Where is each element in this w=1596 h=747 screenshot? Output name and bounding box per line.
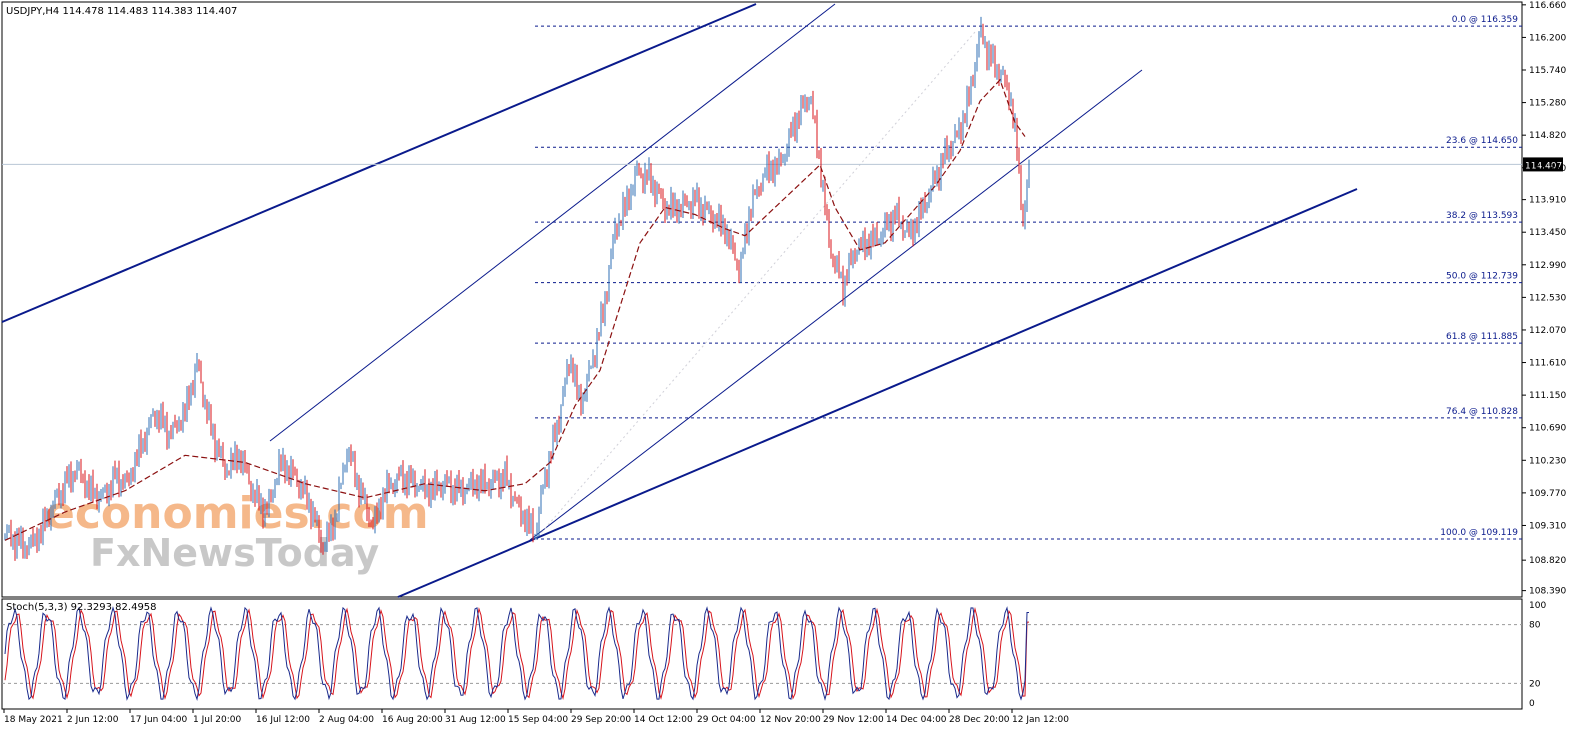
price-tick-label: 112.530 [1529,293,1566,303]
stoch-tick-label: 80 [1529,621,1541,631]
stoch-tick-label: 100 [1529,601,1546,611]
stoch-tick-label: 20 [1529,679,1541,689]
price-tick-label: 116.200 [1529,33,1566,43]
moving-average [4,78,1026,541]
price-tick-label: 115.740 [1529,66,1566,76]
trendline [1,3,757,323]
current-price-box [1523,157,1563,172]
moving-average-line [4,78,1026,541]
price-tick-label: 114.360 [1529,164,1566,174]
stoch-tick-label: 0 [1529,699,1535,709]
price-tick-label: 110.690 [1529,424,1566,434]
trendline [269,3,836,442]
watermark: economies.com FxNewsToday [45,488,429,575]
fib-label: 38.2 @ 113.593 [1446,211,1518,221]
stochastic-title: Stoch(5,3,3) 92.3293 82.4958 [6,602,157,613]
price-tick-label: 116.660 [1529,1,1566,11]
fib-label: 76.4 @ 110.828 [1446,407,1518,417]
price-tick-label: 111.150 [1529,391,1566,401]
watermark-fxnewstoday: FxNewsToday [90,531,379,575]
time-tick-label: 31 Aug 12:00 [445,715,506,725]
fib-anchor-line [534,31,976,541]
time-tick-label: 29 Nov 12:00 [823,715,884,725]
time-tick-label: 28 Dec 20:00 [949,715,1010,725]
price-tick-label: 112.070 [1529,326,1566,336]
time-tick-label: 18 May 2021 [4,715,63,725]
chart-title: USDJPY,H4 114.478 114.483 114.383 114.40… [6,6,237,17]
stochastic-oscillator [2,606,1522,702]
fibonacci-levels: 0.0 @ 116.359 23.6 @ 114.650 38.2 @ 113.59… [535,15,1522,540]
time-tick-label: 12 Jan 12:00 [1012,715,1069,725]
trendline [529,69,1143,541]
time-tick-label: 16 Jul 12:00 [256,715,310,725]
price-tick-label: 111.610 [1529,359,1566,369]
fib-label: 61.8 @ 111.885 [1446,332,1518,342]
stoch-main-line [4,606,1029,702]
price-tick-label: 109.310 [1529,521,1566,531]
price-tick-label: 114.820 [1529,131,1566,141]
time-tick-label: 17 Jun 04:00 [130,715,187,725]
time-tick-label: 14 Dec 04:00 [886,715,947,725]
price-tick-label: 108.390 [1529,587,1566,597]
price-tick-label: 115.280 [1529,99,1566,109]
price-tick-label: 110.230 [1529,456,1566,466]
time-tick-label: 29 Sep 20:00 [571,715,631,725]
fib-label: 100.0 @ 109.119 [1440,528,1518,538]
fib-label: 23.6 @ 114.650 [1446,136,1518,146]
time-tick-label: 29 Oct 04:00 [697,715,756,725]
time-tick-label: 14 Oct 12:00 [634,715,693,725]
trendline [397,188,1358,598]
price-tick-label: 113.450 [1529,228,1566,238]
time-tick-label: 16 Aug 20:00 [382,715,443,725]
price-tick-label: 113.910 [1529,196,1566,206]
current-price-label: 114.407 [1525,161,1562,171]
current-price-line: 114.407 [2,157,1563,172]
time-tick-label: 1 Jul 20:00 [193,715,242,725]
stochastic-panel [1,598,1523,710]
time-tick-label: 15 Sep 04:00 [508,715,568,725]
fib-label: 50.0 @ 112.739 [1446,272,1518,282]
price-tick-label: 109.770 [1529,489,1566,499]
time-axis: 18 May 2021 2 Jun 12:00 17 Jun 04:00 1 Jul … [3,709,1069,725]
price-axis: 116.660 116.200 115.740 115.280 114.820 114.3… [1522,1,1566,597]
time-tick-label: 2 Aug 04:00 [319,715,374,725]
price-tick-label: 108.820 [1529,556,1566,566]
time-tick-label: 2 Jun 12:00 [67,715,119,725]
time-tick-label: 12 Nov 20:00 [760,715,821,725]
price-tick-label: 112.990 [1529,261,1566,271]
price-series [4,16,1030,561]
trendlines [1,3,1358,598]
stochastic-axis: 100 80 20 0 [1529,601,1546,709]
fib-label: 0.0 @ 116.359 [1452,15,1519,25]
